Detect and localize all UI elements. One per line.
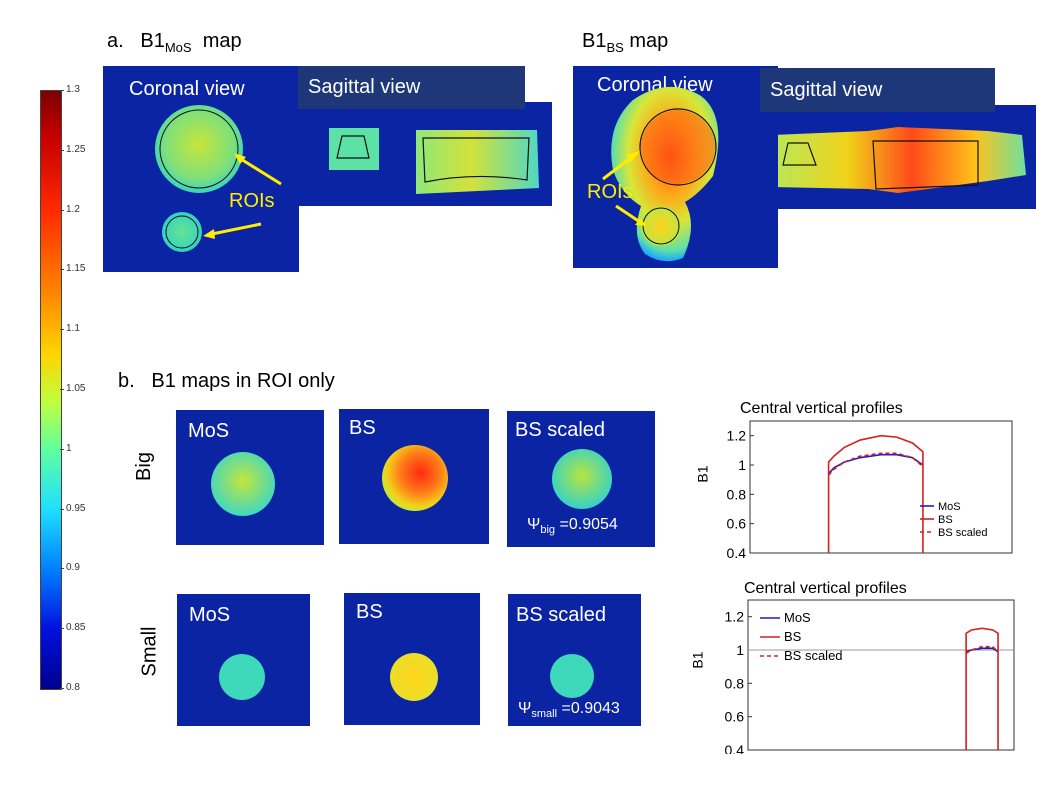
sagittal-view-label: Sagittal view [308, 76, 421, 98]
mos-label: MoS [188, 420, 230, 442]
psi-small-label: Ψsmall =0.9043 [518, 700, 620, 720]
legend-label: BS [938, 514, 953, 526]
legend-label: MoS [938, 501, 961, 513]
rois-label: ROIs [229, 190, 275, 212]
big-mos-disc [211, 452, 275, 516]
legend-label: BS scaled [938, 527, 988, 539]
chart1-title: Central vertical profiles [740, 400, 903, 417]
chart1-ylabel: B1 [694, 465, 711, 483]
big-bs-scaled-map: BS scaled Ψbig =0.9054 [507, 411, 655, 547]
legend-label: MoS [784, 610, 811, 625]
bs-sagittal-phantoms [778, 127, 1026, 193]
big-bs-scaled-disc [552, 449, 612, 509]
big-mos-map: MoS [176, 410, 324, 545]
mos-sagittal-view-banner: Sagittal view [298, 66, 525, 109]
y-tick-label: 0.4 [727, 545, 747, 558]
mos-coronal-map: Coronal view ROIs [103, 66, 299, 272]
colorbar [40, 90, 62, 690]
series-line-bs-scaled [828, 452, 924, 476]
colorbar-tick-mark [60, 389, 64, 390]
section-a-title: a. B1MoS map [107, 30, 242, 55]
small-bs-scaled-map: BS scaled Ψsmall =0.9043 [508, 594, 641, 726]
sagittal-view-label: Sagittal view [770, 78, 883, 101]
bs-sagittal-view-banner: Sagittal view [760, 68, 995, 112]
bs-sagittal-map [778, 105, 1036, 209]
row-label-big: Big [132, 452, 155, 481]
y-tick-label: 1 [738, 457, 746, 473]
plot-frame [749, 420, 1013, 554]
small-bs-scaled-disc [550, 654, 594, 698]
bs-label: BS [349, 417, 376, 439]
bs-label: BS [356, 601, 383, 623]
small-bs-disc [390, 653, 438, 701]
chart2-title: Central vertical profiles [744, 580, 907, 597]
colorbar-tick-mark [60, 628, 64, 630]
mos-sagittal-map [299, 102, 552, 206]
y-tick-label: 0.8 [725, 675, 745, 691]
mos-coronal-phantoms [155, 105, 282, 252]
small-bs-map: BS [344, 593, 480, 725]
y-tick-label: 1.2 [725, 609, 745, 625]
mos-sagittal-phantoms [329, 128, 539, 194]
colorbar-tick-label: 1 [66, 442, 72, 454]
colorbar-tick-label: 0.85 [66, 622, 86, 634]
series-line-bs-scaled [965, 645, 999, 655]
colorbar-tick-label: 1.05 [66, 383, 86, 394]
small-mos-disc [219, 654, 265, 700]
colorbar-tick-label: 0.9 [66, 562, 80, 574]
colorbar-tick-mark [60, 269, 64, 271]
bs-scaled-label: BS scaled [515, 419, 606, 441]
colorbar-tick-label: 1.15 [66, 263, 86, 275]
bs-map-title: B1BS map [582, 30, 669, 55]
y-tick-label: 1.2 [727, 428, 747, 444]
row-label-small: Small [138, 626, 161, 677]
series-line-bs [965, 627, 999, 750]
colorbar-tick-mark [60, 90, 64, 91]
colorbar-tick-label: 0.95 [66, 502, 86, 514]
mos-label: MoS [189, 604, 231, 626]
psi-big-label: Ψbig =0.9054 [527, 516, 618, 536]
bs-coronal-map: Coronal view ROIs [573, 66, 778, 268]
series-line-mos [965, 647, 999, 653]
colorbar-tick-mark [60, 448, 64, 450]
colorbar-tick-mark [60, 568, 64, 570]
plot-frame [747, 599, 1015, 751]
small-mos-map: MoS [177, 594, 310, 726]
y-tick-label: 0.6 [725, 709, 745, 725]
colorbar-tick-label: 0.8 [66, 682, 80, 693]
y-tick-label: 0.4 [725, 742, 745, 754]
colorbar-tick-mark [60, 209, 64, 211]
chart2-ylabel: B1 [689, 651, 706, 669]
y-tick-label: 0.8 [727, 486, 747, 502]
colorbar-tick-mark [60, 149, 64, 151]
bs-scaled-label: BS scaled [516, 604, 607, 626]
colorbar-tick-label: 1.2 [66, 203, 80, 215]
rois-label: ROIs [587, 181, 633, 203]
colorbar-tick-label: 1.3 [66, 84, 80, 95]
big-bs-map: BS [339, 409, 489, 544]
colorbar-tick-label: 1.1 [66, 323, 80, 335]
legend-label: BS [784, 629, 802, 644]
chart2-plot: 1.2 1 0.8 0.6 0.4 MoS BS BS scaled [725, 599, 1015, 754]
big-bs-disc [382, 445, 448, 511]
y-tick-label: 1 [736, 642, 744, 658]
colorbar-tick-mark [60, 329, 64, 331]
colorbar-tick-label: 1.25 [66, 143, 86, 155]
colorbar-tick-mark [60, 688, 64, 689]
colorbar-tick-mark [60, 508, 64, 510]
coronal-view-label: Coronal view [129, 78, 245, 100]
bs-coronal-phantoms [602, 86, 719, 262]
section-b-title: b. B1 maps in ROI only [118, 370, 335, 392]
series-line-bs [827, 434, 924, 553]
y-tick-label: 0.6 [727, 516, 747, 532]
legend-label: BS scaled [784, 648, 843, 663]
